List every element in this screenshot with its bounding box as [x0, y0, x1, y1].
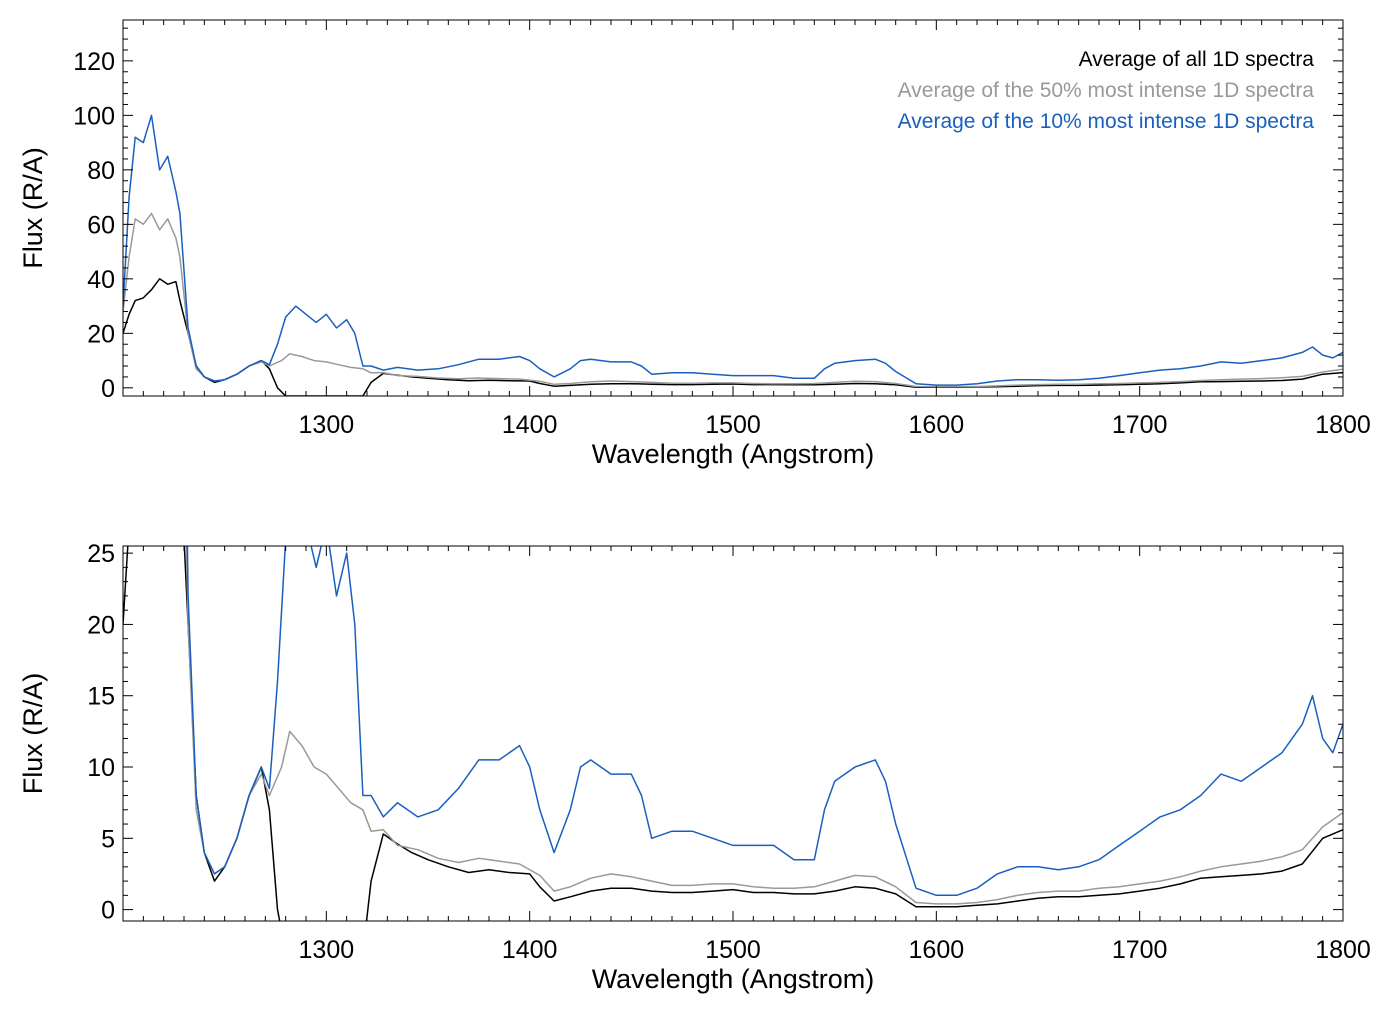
y-tick-label: 100	[73, 102, 115, 130]
x-axis-label: Wavelength (Angstrom)	[592, 439, 875, 469]
plot-frame	[122, 545, 1344, 922]
y-tick-label: 20	[87, 320, 115, 348]
x-tick-label: 1700	[1112, 936, 1168, 964]
x-tick-label: 1400	[502, 936, 558, 964]
x-axis-label: Wavelength (Angstrom)	[592, 964, 875, 994]
plot-area	[123, 546, 1343, 921]
legend-entry-3: Average of the 10% most intense 1D spect…	[898, 110, 1315, 133]
y-tick-label: 25	[87, 540, 115, 568]
series-line-3	[123, 114, 1343, 386]
series-line-3	[186, 546, 1343, 897]
legend: Average of all 1D spectra Average of the …	[898, 48, 1315, 133]
y-tick-label: 60	[87, 211, 115, 239]
panel-2: 1300 1400 1500 1600 1700 1800 0 5 10 15 20 25 Wavele…	[18, 540, 1371, 994]
x-tick-label: 1800	[1315, 411, 1371, 439]
y-tick-label: 10	[87, 754, 115, 782]
x-tick-label: 1600	[909, 411, 965, 439]
x-tick-label: 1500	[705, 411, 761, 439]
y-tick-label: 5	[101, 825, 115, 853]
y-tick-label: 40	[87, 266, 115, 294]
y-tick-label: 15	[87, 683, 115, 711]
y-tick-label: 80	[87, 157, 115, 185]
y-tick-label: 0	[101, 897, 115, 925]
y-axis-label: Flux (R/A)	[18, 147, 48, 269]
series-line-1	[123, 546, 1343, 921]
x-tick-label: 1600	[909, 936, 965, 964]
y-tick-label: 20	[87, 611, 115, 639]
x-tick-label: 1300	[299, 936, 355, 964]
series-line-2	[123, 212, 1343, 388]
plot-frame	[122, 19, 1344, 397]
x-tick-label: 1800	[1315, 936, 1371, 964]
x-tick-label: 1300	[299, 411, 355, 439]
series-line-1	[123, 278, 1343, 396]
x-tick-label: 1500	[705, 936, 761, 964]
panel-1: 1300 1400 1500 1600 1700 1800 0 20 40 60 80 100 120 W…	[18, 19, 1371, 469]
y-axis-label: Flux (R/A)	[18, 673, 48, 795]
x-tick-label: 1700	[1112, 411, 1168, 439]
x-tick-label: 1400	[502, 411, 558, 439]
plot-area	[123, 114, 1343, 396]
y-tick-label: 0	[101, 375, 115, 403]
legend-entry-2: Average of the 50% most intense 1D spect…	[898, 79, 1315, 102]
legend-entry-1: Average of all 1D spectra	[1079, 48, 1315, 71]
y-tick-label: 120	[73, 48, 115, 76]
